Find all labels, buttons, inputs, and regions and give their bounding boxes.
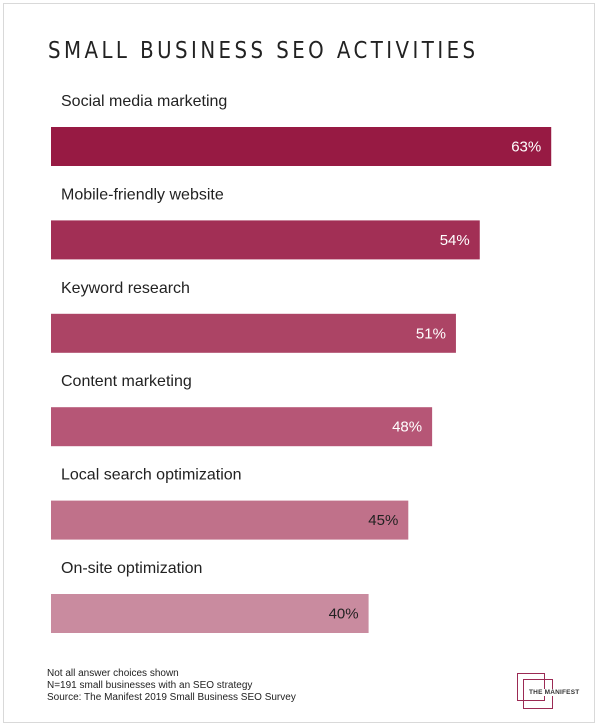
bar [51, 220, 480, 260]
logo-square-outer [517, 673, 545, 701]
bar [51, 594, 369, 633]
footnote-source: Source: The Manifest 2019 Small Business… [47, 692, 296, 703]
bar-value-label: 54% [440, 232, 470, 249]
bar-value-label: 45% [368, 512, 398, 529]
bar [51, 500, 409, 540]
category-label: On-site optimization [61, 560, 202, 577]
bar [51, 313, 456, 353]
category-label: Local search optimization [61, 467, 242, 484]
chart-title: SMALL BUSINESS SEO ACTIVITIES [48, 38, 479, 64]
bar-value-label: 40% [329, 606, 359, 623]
chart-footer: Not all answer choices shown N=191 small… [47, 668, 296, 704]
category-label: Keyword research [61, 280, 190, 297]
bar-value-label: 63% [511, 139, 541, 156]
bar-value-label: 48% [392, 419, 422, 436]
bar [51, 127, 552, 166]
footnote-answer-choices: Not all answer choices shown [47, 668, 179, 679]
category-label: Mobile-friendly website [61, 186, 224, 203]
category-label: Social media marketing [61, 93, 227, 110]
logo-text: THE MANIFEST [528, 689, 581, 696]
bar-value-label: 51% [416, 325, 446, 342]
category-label: Content marketing [61, 373, 192, 390]
manifest-logo: THE MANIFEST [517, 673, 581, 709]
bar [51, 407, 433, 447]
footnote-sample-size: N=191 small businesses with an SEO strat… [47, 680, 253, 691]
